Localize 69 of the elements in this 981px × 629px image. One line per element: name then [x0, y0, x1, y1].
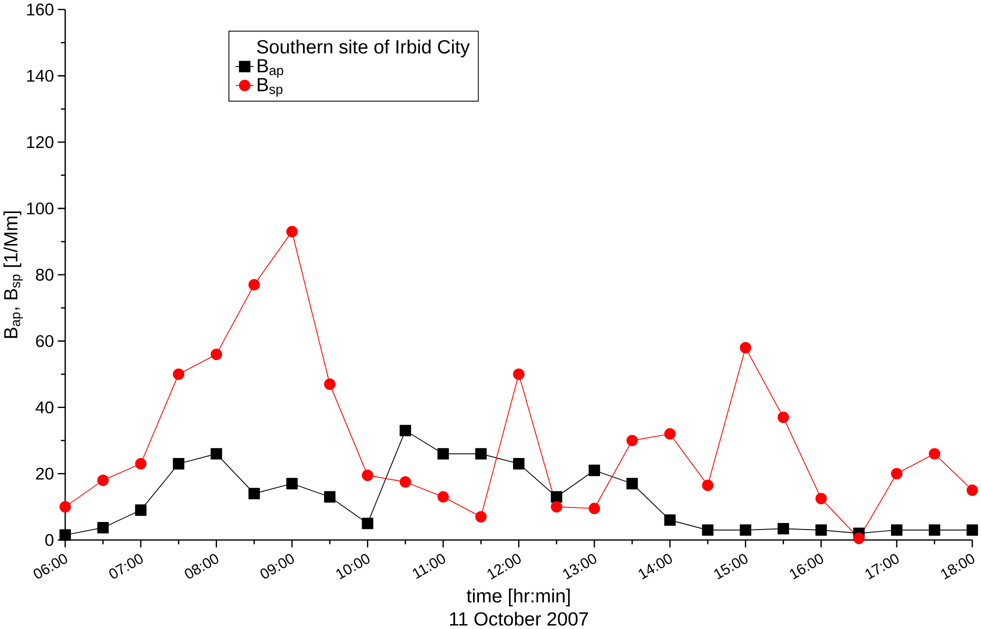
point [702, 479, 714, 491]
point [891, 468, 902, 480]
point [286, 478, 298, 490]
point [966, 484, 978, 496]
point [928, 524, 940, 536]
point [437, 448, 449, 460]
legend-title: Southern site of Irbid City [257, 40, 470, 58]
point [588, 464, 600, 476]
point [815, 524, 827, 536]
point [966, 524, 978, 536]
y-tick-label: 160 [27, 3, 54, 16]
y-tick-label: 120 [27, 136, 54, 148]
point [891, 524, 902, 536]
point [59, 501, 71, 512]
legend-label: B$_{sp}$ [258, 78, 282, 97]
x-tick-label: 06:00 [34, 554, 68, 578]
point [588, 502, 600, 514]
point [324, 378, 336, 390]
point [626, 478, 638, 490]
point [778, 412, 790, 423]
point [550, 491, 562, 502]
point [97, 474, 109, 486]
y-axis-title: B$_{ap}$, B$_{sp}$ [1/Mm] [4, 211, 23, 338]
point [437, 491, 449, 502]
text: 11 October 2007 [450, 612, 588, 626]
point [513, 368, 524, 380]
point [324, 491, 336, 502]
point [550, 501, 562, 512]
legend-label: B$_{ap}$ [258, 59, 284, 78]
point [286, 226, 298, 238]
y-tick-label: 20 [36, 468, 54, 480]
point [740, 524, 752, 536]
point [59, 529, 71, 541]
point [248, 278, 260, 290]
x-tick-label: 08:00 [184, 554, 218, 578]
point [135, 458, 147, 470]
point [400, 424, 412, 436]
x-tick-label: 11:00 [412, 554, 446, 579]
point [626, 434, 638, 446]
point [702, 524, 714, 536]
point [664, 428, 676, 440]
x-tick-label: 09:00 [260, 554, 294, 578]
x-tick-label: 07:00 [109, 554, 143, 578]
point [210, 448, 222, 460]
y-tick-label: 40 [36, 401, 54, 414]
y-tick-label: 0 [45, 534, 54, 546]
point [815, 492, 827, 504]
y-tick-label: 100 [27, 202, 54, 214]
y-tick-label: 60 [36, 334, 54, 347]
point [172, 458, 184, 470]
point [362, 518, 374, 530]
point [740, 342, 752, 354]
point [664, 514, 676, 526]
point [475, 510, 487, 522]
point [97, 522, 109, 534]
point [135, 504, 147, 516]
y-tick-label: 80 [36, 268, 54, 281]
point [475, 448, 487, 460]
point [400, 476, 412, 488]
point [362, 470, 374, 481]
point [210, 348, 222, 360]
point [853, 532, 865, 544]
point [778, 522, 790, 534]
point [248, 488, 260, 500]
point [172, 368, 184, 380]
x-axis-title: time [hr:min] [466, 588, 570, 606]
point [513, 458, 524, 470]
y-tick-label: 140 [27, 70, 54, 82]
point [928, 448, 940, 460]
